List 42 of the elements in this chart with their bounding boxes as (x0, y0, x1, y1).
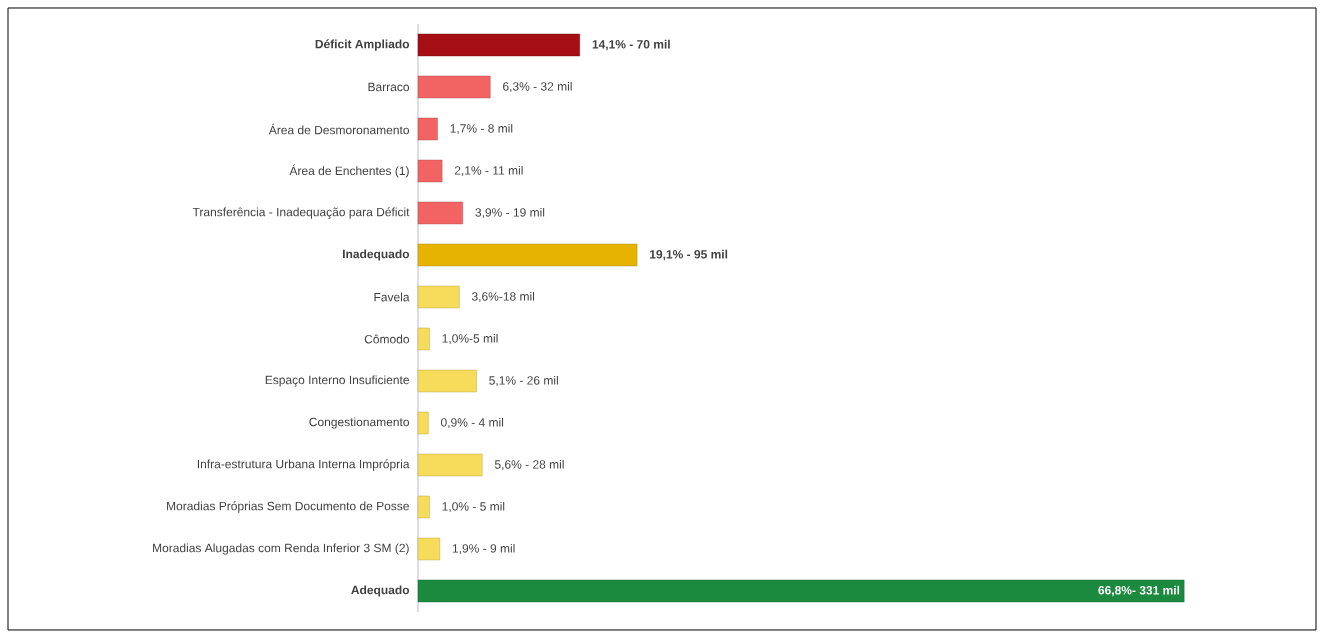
y-tick-label: Adequado (351, 585, 410, 597)
data-label: 14,1% - 70 mil (592, 39, 670, 51)
bar (417, 453, 483, 477)
y-tick-label: Moradias Próprias Sem Documento de Posse (167, 501, 409, 513)
data-label: 1,0%-5 mil (442, 333, 498, 345)
y-tick-label: Inadequado (343, 249, 410, 261)
y-tick-label: Congestionamento (309, 417, 410, 429)
y-tick-label: Barraco (368, 82, 410, 92)
data-label: 1,9% - 9 mil (452, 543, 515, 555)
data-label: 3,6%-18 mil (471, 291, 535, 303)
bar (417, 327, 430, 351)
data-label: 2,1% - 11 mil (454, 165, 523, 177)
y-tick-label: Déficit Ampliado (315, 39, 410, 51)
bar (417, 369, 477, 393)
bar (417, 33, 580, 57)
data-label: 5,6% - 28 mil (494, 459, 564, 471)
bar (417, 201, 463, 225)
y-tick-label: Moradias Alugadas com Renda Inferior 3 SM (2) (153, 543, 409, 555)
y-tick-label: Cômodo (364, 334, 410, 344)
y-tick-label: Transferência - Inadequação para Déficit (192, 207, 410, 219)
bar (417, 537, 440, 561)
bar (417, 579, 1185, 603)
y-tick-label: Espaço Interno Insuficiente (265, 375, 409, 387)
data-label: 1,0% - 5 mil (442, 501, 505, 513)
data-label: 6,3% - 32 mil (503, 81, 572, 93)
data-label: 1,7% - 8 mil (450, 123, 513, 135)
bar (417, 159, 443, 183)
bar (417, 75, 491, 99)
bar (417, 117, 438, 141)
y-tick-label: Infra-estrutura Urbana Interna Imprópria (197, 459, 410, 471)
data-label: 19,1% - 95 mil (650, 249, 728, 261)
data-label: 66,8%- 331 mil (1098, 585, 1180, 597)
data-label: 0,9% - 4 mil (441, 417, 504, 429)
bar (417, 285, 460, 309)
bar (417, 411, 429, 435)
y-tick-label: Área de Desmoronamento (268, 123, 409, 135)
data-label: 5,1% - 26 mil (489, 375, 558, 387)
bar (417, 243, 638, 267)
y-tick-label: Favela (374, 292, 410, 302)
data-label: 3,9% - 19 mil (475, 207, 545, 219)
y-tick-label: Área de Enchentes (1) (289, 164, 409, 178)
bar (417, 495, 430, 519)
